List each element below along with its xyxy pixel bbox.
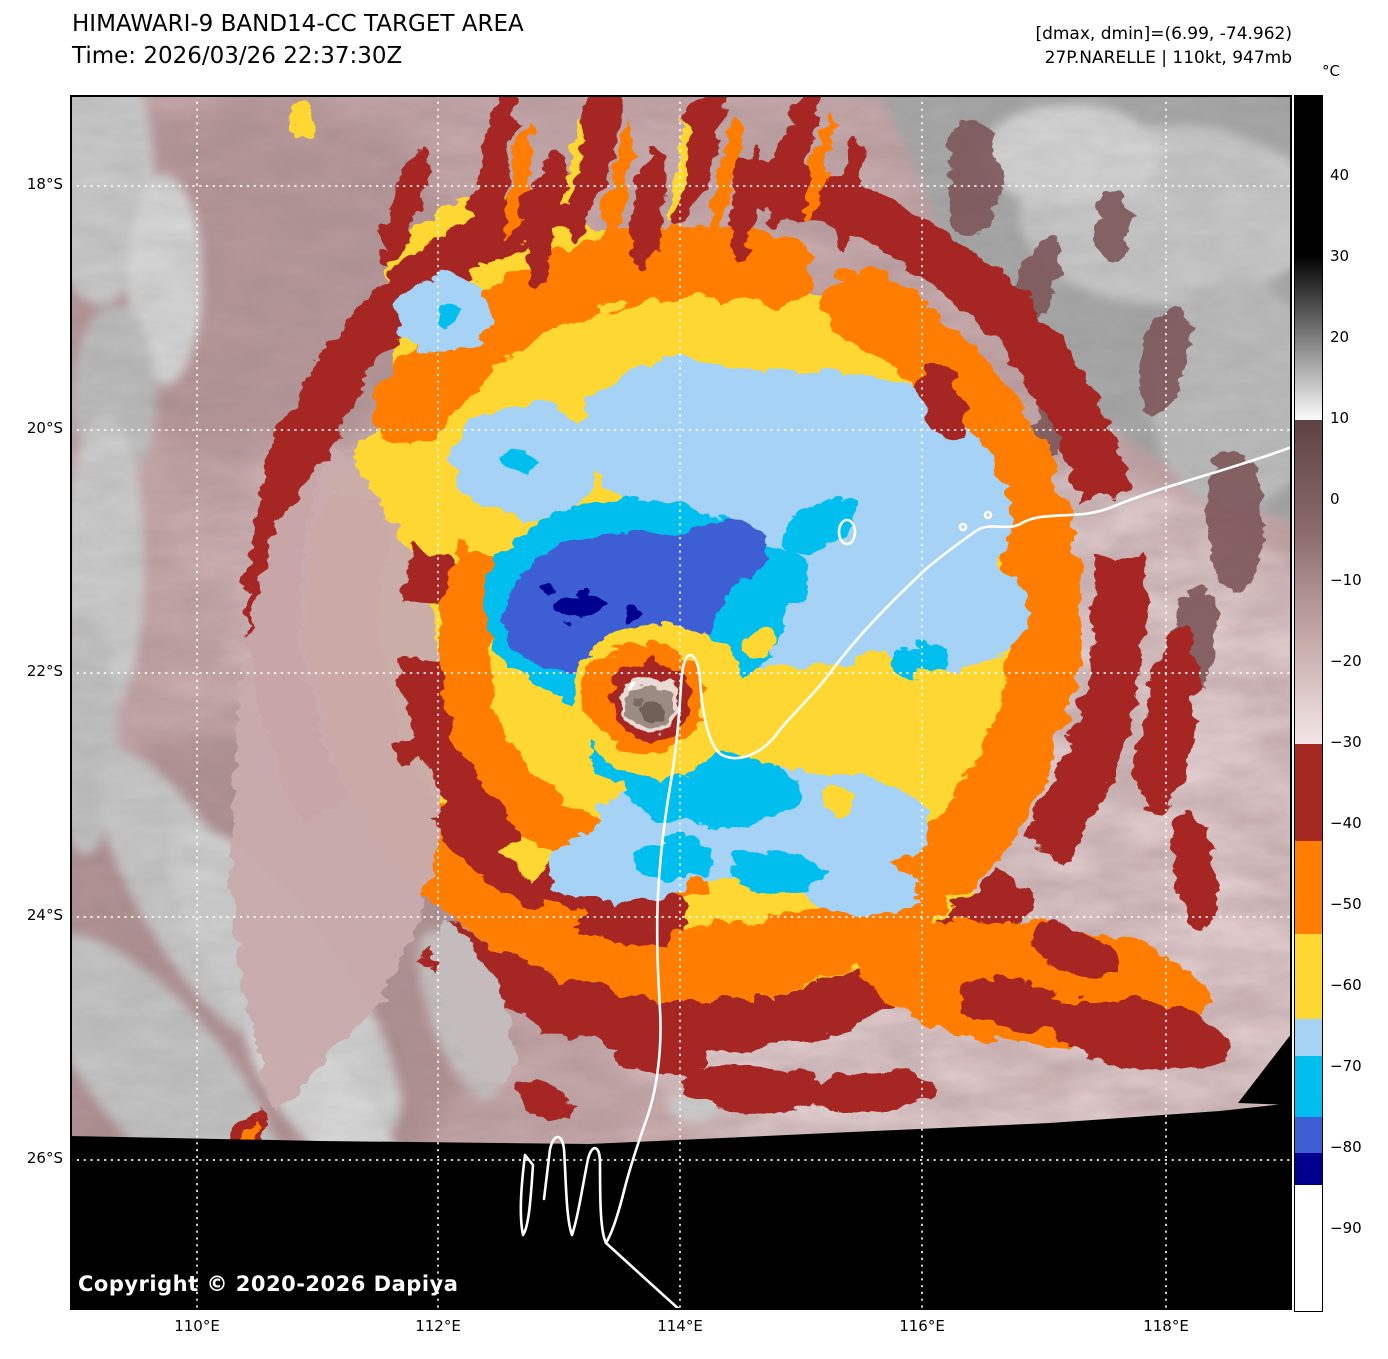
dmax-dmin-annotation: [dmax, dmin]=(6.99, -74.962) [1035,24,1292,44]
satellite-image [0,45,1388,1312]
storm-info-annotation: 27P.NARELLE | 110kt, 947mb [1044,48,1292,68]
colorbar-tick-label: −10 [1330,571,1362,589]
lon-tick-label: 114°E [657,1317,703,1335]
colorbar-tick-label: −90 [1330,1219,1362,1237]
cyclone-bands [199,62,1227,1209]
lat-tick-label: 18°S [26,175,63,193]
colorbar-tick-label: 0 [1330,490,1340,508]
colorbar-segment [1295,744,1322,842]
lat-tick-label: 20°S [26,419,63,437]
lat-tick-label: 26°S [26,1149,63,1167]
colorbar [1294,95,1323,1312]
lon-tick-label: 116°E [899,1317,945,1335]
colorbar-segment [1295,1116,1322,1154]
colorbar-segment [1295,934,1322,1020]
colorbar-tick-label: −50 [1330,895,1362,913]
colorbar-segment [1295,841,1322,935]
colorbar-segment [1295,420,1322,744]
header-right: [dmax, dmin]=(6.99, -74.962) 27P.NARELLE… [1035,22,1292,70]
coastline [519,445,1294,1312]
colorbar-tick-label: 10 [1330,409,1350,427]
colorbar-unit-label: °C [1322,62,1340,80]
satellite-map [0,45,1388,1312]
colorbar-tick-label: −80 [1330,1138,1362,1156]
colorbar-tick-label: −70 [1330,1057,1362,1075]
colorbar-tick-label: −30 [1330,733,1362,751]
lon-tick-label: 112°E [415,1317,461,1335]
colorbar-segment [1295,258,1322,420]
lon-tick-label: 118°E [1143,1317,1189,1335]
copyright-text: Copyright © 2020-2026 Dapiya [78,1272,459,1296]
lat-tick-label: 24°S [26,906,63,924]
timestamp: Time: 2026/03/26 22:37:30Z [72,43,403,69]
lon-tick-label: 110°E [174,1317,220,1335]
colorbar-tick-label: 20 [1330,328,1350,346]
north-convective-streaks [286,62,862,284]
lat-tick-label: 22°S [26,662,63,680]
cyclone-eye [570,617,740,773]
colorbar-segment [1295,1153,1322,1186]
header-left: HIMAWARI-9 BAND14-CC TARGET AREA Time: 2… [72,8,524,72]
colorbar-tick-label: −60 [1330,976,1362,994]
colorbar-tick-label: 30 [1330,247,1350,265]
colorbar-tick-label: −20 [1330,652,1362,670]
colorbar-segment [1295,1019,1322,1056]
colorbar-tick-label: −40 [1330,814,1362,832]
colorbar-segment [1295,96,1322,258]
colorbar-tick-label: 40 [1330,166,1350,184]
page-title: HIMAWARI-9 BAND14-CC TARGET AREA [72,11,524,37]
no-data-region [70,1033,1292,1310]
colorbar-segment [1295,1185,1322,1311]
colorbar-segment [1295,1055,1322,1117]
